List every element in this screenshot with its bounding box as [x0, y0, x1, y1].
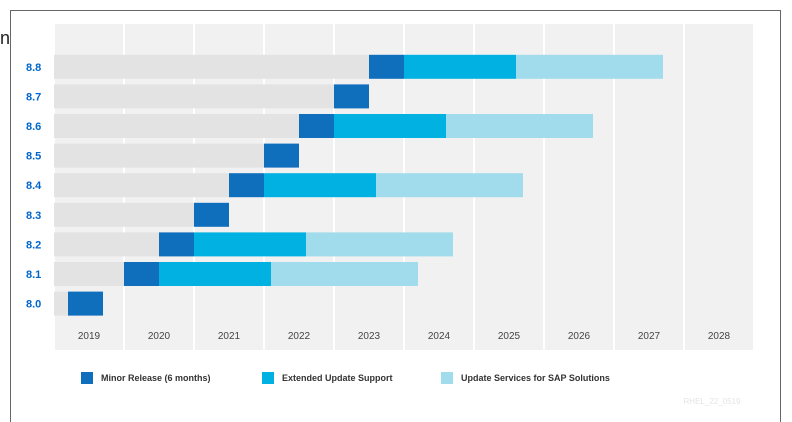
bar-segment	[264, 143, 299, 168]
bar-segment	[516, 54, 663, 79]
x-tick-label: 2023	[358, 331, 381, 342]
bar-segment	[334, 114, 446, 138]
y-tick-label: 8.2	[26, 239, 41, 251]
x-tick-label: 2021	[218, 331, 241, 342]
row-band	[54, 262, 124, 286]
bar-segment	[306, 232, 453, 257]
bar-segment	[369, 54, 404, 79]
legend-label: Extended Update Support	[282, 373, 393, 383]
row-band	[54, 173, 229, 198]
watermark-text: RHEL_22_0519	[684, 397, 741, 406]
bar-segment	[446, 114, 593, 138]
y-tick-label: 8.1	[26, 269, 41, 281]
x-tick-label: 2028	[708, 331, 731, 342]
legend-label: Minor Release (6 months)	[101, 373, 211, 383]
bar-segment	[159, 262, 271, 286]
y-tick-label: 8.3	[26, 210, 41, 222]
bar-segment	[229, 173, 264, 198]
y-tick-label: 8.8	[26, 62, 41, 74]
year-column	[685, 24, 753, 350]
row-band	[54, 84, 334, 109]
legend-label: Update Services for SAP Solutions	[461, 373, 610, 383]
bar-segment	[404, 54, 516, 79]
bar-segment	[194, 232, 306, 257]
bar-segment	[159, 232, 194, 257]
row-band	[54, 232, 159, 257]
legend-swatch	[81, 372, 93, 384]
bar-segment	[334, 84, 369, 109]
y-tick-label: 8.0	[26, 299, 41, 311]
corner-text: n	[0, 28, 11, 48]
bar-segment	[271, 262, 418, 286]
row-band	[54, 114, 299, 138]
legend-suffix: (6 months)	[162, 373, 211, 383]
row-band	[54, 54, 369, 79]
bar-segment	[264, 173, 376, 198]
bar-segment	[299, 114, 334, 138]
legend-swatch	[441, 372, 453, 384]
row-band	[54, 202, 194, 227]
x-tick-label: 2019	[78, 331, 101, 342]
bar-segment	[124, 262, 159, 286]
x-tick-label: 2024	[428, 331, 451, 342]
y-tick-label: 8.4	[26, 180, 42, 192]
x-tick-label: 2026	[568, 331, 591, 342]
bar-segment	[194, 202, 229, 227]
y-tick-label: 8.7	[26, 91, 41, 103]
bar-segment	[376, 173, 523, 198]
bar-segment	[68, 291, 103, 316]
y-tick-label: 8.5	[26, 151, 41, 163]
x-tick-label: 2020	[148, 331, 171, 342]
row-band	[54, 291, 68, 316]
x-tick-label: 2027	[638, 331, 661, 342]
y-tick-label: 8.6	[26, 121, 41, 133]
x-tick-label: 2022	[288, 331, 311, 342]
x-tick-label: 2025	[498, 331, 521, 342]
row-band	[54, 143, 264, 168]
legend-swatch	[262, 372, 274, 384]
